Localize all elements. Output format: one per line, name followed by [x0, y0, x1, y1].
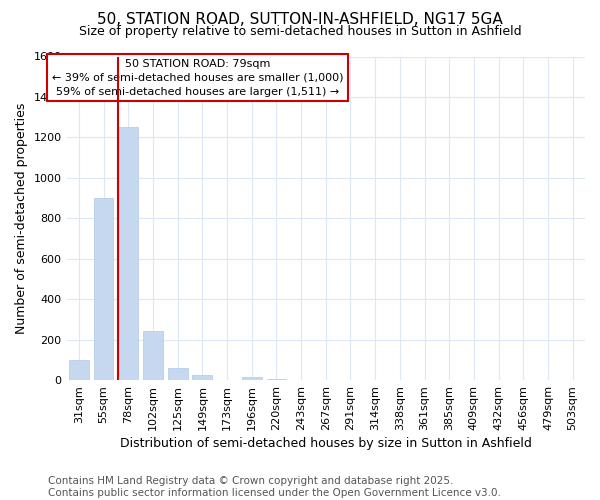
Bar	[69, 360, 89, 380]
Bar	[143, 330, 163, 380]
X-axis label: Distribution of semi-detached houses by size in Sutton in Ashfield: Distribution of semi-detached houses by …	[120, 437, 532, 450]
Bar	[193, 375, 212, 380]
Bar	[242, 377, 262, 380]
Text: Size of property relative to semi-detached houses in Sutton in Ashfield: Size of property relative to semi-detach…	[79, 25, 521, 38]
Y-axis label: Number of semi-detached properties: Number of semi-detached properties	[15, 102, 28, 334]
Bar	[168, 368, 188, 380]
Text: Contains HM Land Registry data © Crown copyright and database right 2025.
Contai: Contains HM Land Registry data © Crown c…	[48, 476, 501, 498]
Bar	[266, 379, 286, 380]
Text: 50, STATION ROAD, SUTTON-IN-ASHFIELD, NG17 5GA: 50, STATION ROAD, SUTTON-IN-ASHFIELD, NG…	[97, 12, 503, 28]
Bar	[118, 128, 138, 380]
Text: 50 STATION ROAD: 79sqm
← 39% of semi-detached houses are smaller (1,000)
59% of : 50 STATION ROAD: 79sqm ← 39% of semi-det…	[52, 58, 343, 96]
Bar	[94, 198, 113, 380]
